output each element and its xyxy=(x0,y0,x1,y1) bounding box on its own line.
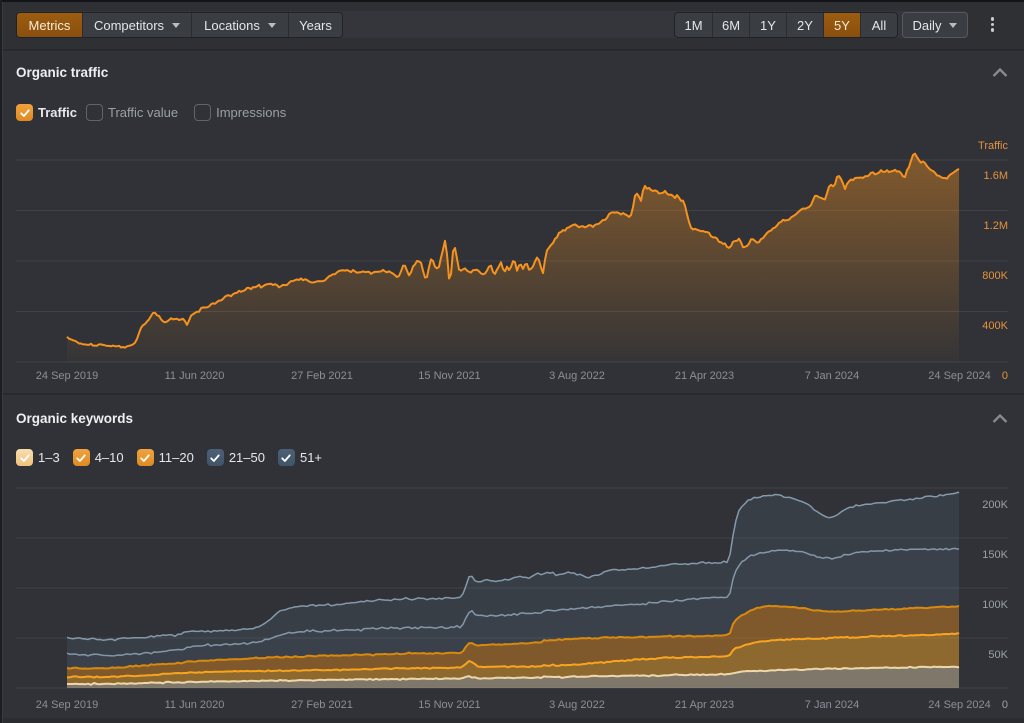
svg-text:0: 0 xyxy=(1002,370,1008,382)
svg-text:15 Nov 2021: 15 Nov 2021 xyxy=(418,370,480,382)
svg-text:3 Aug 2022: 3 Aug 2022 xyxy=(549,370,605,382)
svg-text:21 Apr 2023: 21 Apr 2023 xyxy=(675,370,734,382)
svg-text:24 Sep 2019: 24 Sep 2019 xyxy=(36,699,98,711)
svg-text:400K: 400K xyxy=(982,320,1008,332)
svg-text:11 Jun 2020: 11 Jun 2020 xyxy=(165,370,225,382)
svg-text:100K: 100K xyxy=(982,599,1008,611)
svg-text:150K: 150K xyxy=(982,549,1008,561)
svg-text:24 Sep 2024: 24 Sep 2024 xyxy=(928,699,990,711)
svg-text:50K: 50K xyxy=(988,649,1008,661)
svg-text:7 Jan 2024: 7 Jan 2024 xyxy=(805,699,859,711)
svg-text:0: 0 xyxy=(1002,699,1008,711)
svg-text:800K: 800K xyxy=(982,270,1008,282)
svg-text:27 Feb 2021: 27 Feb 2021 xyxy=(291,699,353,711)
svg-text:24 Sep 2019: 24 Sep 2019 xyxy=(36,370,98,382)
svg-text:Traffic: Traffic xyxy=(978,140,1008,152)
svg-text:15 Nov 2021: 15 Nov 2021 xyxy=(418,699,480,711)
svg-text:21 Apr 2023: 21 Apr 2023 xyxy=(675,699,734,711)
svg-text:1.6M: 1.6M xyxy=(984,170,1008,182)
svg-text:7 Jan 2024: 7 Jan 2024 xyxy=(805,370,859,382)
svg-text:11 Jun 2020: 11 Jun 2020 xyxy=(165,699,225,711)
svg-text:1.2M: 1.2M xyxy=(984,220,1008,232)
svg-text:3 Aug 2022: 3 Aug 2022 xyxy=(549,699,605,711)
svg-text:24 Sep 2024: 24 Sep 2024 xyxy=(928,370,990,382)
svg-text:200K: 200K xyxy=(982,499,1008,511)
svg-text:27 Feb 2021: 27 Feb 2021 xyxy=(291,370,353,382)
